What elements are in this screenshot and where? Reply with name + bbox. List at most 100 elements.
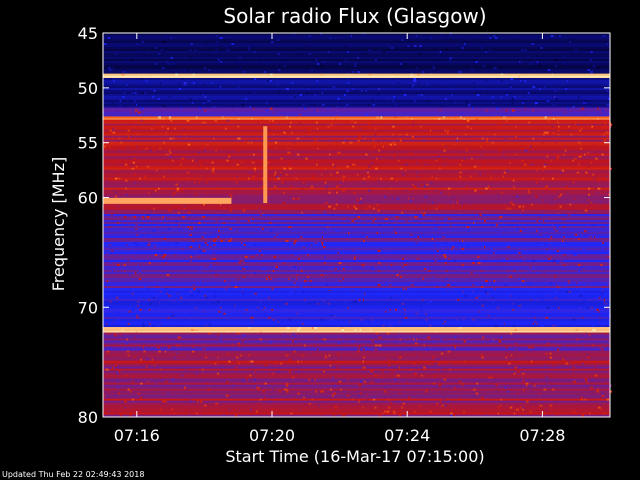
- band-speckle: [308, 402, 312, 405]
- band-speckle: [342, 179, 344, 182]
- band-speckle: [371, 161, 373, 164]
- band-row: [103, 290, 610, 292]
- band-row: [103, 272, 610, 275]
- band-speckle: [144, 55, 146, 57]
- band-speckle: [602, 286, 605, 289]
- band-row: [103, 232, 610, 235]
- band-speckle: [237, 220, 239, 223]
- band-speckle: [297, 151, 301, 154]
- band-speckle: [265, 254, 268, 257]
- band-speckle: [548, 368, 551, 371]
- band-speckle: [217, 262, 219, 265]
- band-speckle: [298, 113, 301, 116]
- band-speckle: [436, 250, 439, 253]
- band-speckle: [577, 95, 580, 98]
- plot-area: [102, 32, 613, 418]
- band-speckle: [564, 220, 566, 223]
- band-speckle: [392, 99, 395, 102]
- vertical-spike: [263, 126, 268, 204]
- band-speckle: [123, 91, 126, 94]
- band-speckle: [414, 342, 418, 345]
- band-row: [103, 350, 610, 353]
- band-row: [103, 331, 610, 333]
- band-speckle: [191, 350, 195, 353]
- band-speckle: [495, 390, 497, 393]
- band-speckle: [119, 99, 122, 102]
- band-speckle: [451, 93, 453, 96]
- band-speckle: [557, 306, 560, 309]
- band-speckle: [180, 296, 183, 299]
- band-speckle: [301, 354, 304, 357]
- band-speckle: [125, 179, 128, 182]
- band-speckle: [340, 388, 342, 391]
- band-speckle: [181, 157, 184, 160]
- band-speckle: [601, 290, 604, 291]
- band-speckle: [402, 410, 406, 413]
- band-speckle: [536, 220, 538, 223]
- band-speckle: [527, 33, 530, 35]
- band-speckle: [213, 244, 216, 247]
- band-speckle: [131, 167, 135, 170]
- band-speckle: [508, 207, 512, 210]
- band-speckle: [578, 238, 580, 241]
- band-speckle: [573, 254, 577, 257]
- band-row: [103, 224, 610, 227]
- band-speckle: [597, 67, 600, 69]
- band-speckle: [481, 276, 483, 279]
- band-speckle: [448, 193, 450, 196]
- band-speckle: [452, 246, 455, 249]
- band-speckle: [177, 211, 180, 214]
- band-speckle: [506, 390, 510, 393]
- band-row: [103, 250, 610, 253]
- band-speckle: [584, 153, 586, 156]
- band-speckle: [338, 342, 340, 345]
- band-speckle: [532, 322, 535, 325]
- band-speckle: [587, 284, 590, 287]
- band-speckle: [584, 248, 588, 251]
- band-speckle: [333, 165, 336, 168]
- band-speckle: [197, 316, 201, 319]
- band-speckle: [506, 207, 508, 210]
- band-speckle: [574, 236, 578, 239]
- band-speckle: [463, 340, 466, 343]
- band-speckle: [338, 262, 342, 265]
- band-speckle: [156, 294, 158, 297]
- band-speckle: [170, 331, 172, 333]
- band-row: [103, 340, 610, 343]
- band-speckle: [250, 141, 253, 144]
- band-speckle: [132, 127, 135, 130]
- band-speckle: [522, 195, 525, 198]
- band-speckle: [212, 171, 216, 174]
- band-speckle: [178, 87, 182, 90]
- band-row: [103, 304, 610, 308]
- band-speckle: [577, 141, 581, 144]
- band-speckle: [121, 73, 125, 76]
- band-speckle: [190, 400, 193, 403]
- band-speckle: [251, 320, 254, 323]
- band-speckle: [597, 187, 601, 190]
- band-speckle: [316, 51, 319, 53]
- band-speckle: [202, 348, 205, 351]
- band-speckle: [398, 272, 401, 275]
- band-speckle: [131, 329, 134, 332]
- band-speckle: [153, 220, 156, 223]
- band-speckle: [379, 316, 383, 319]
- band-speckle: [113, 320, 115, 323]
- band-speckle: [414, 99, 416, 102]
- band-row: [103, 159, 610, 162]
- band-speckle: [477, 59, 480, 61]
- band-speckle: [491, 95, 494, 98]
- band-speckle: [204, 43, 207, 45]
- band-speckle: [341, 329, 345, 332]
- band-speckle: [448, 218, 451, 221]
- band-speckle: [480, 290, 482, 291]
- band-speckle: [592, 344, 594, 347]
- band-row: [103, 137, 610, 140]
- band-speckle: [586, 354, 589, 357]
- band-speckle: [374, 167, 378, 170]
- band-speckle: [176, 344, 180, 347]
- band-speckle: [170, 119, 173, 122]
- band-speckle: [576, 338, 579, 341]
- band-speckle: [408, 197, 410, 200]
- band-speckle: [192, 324, 196, 327]
